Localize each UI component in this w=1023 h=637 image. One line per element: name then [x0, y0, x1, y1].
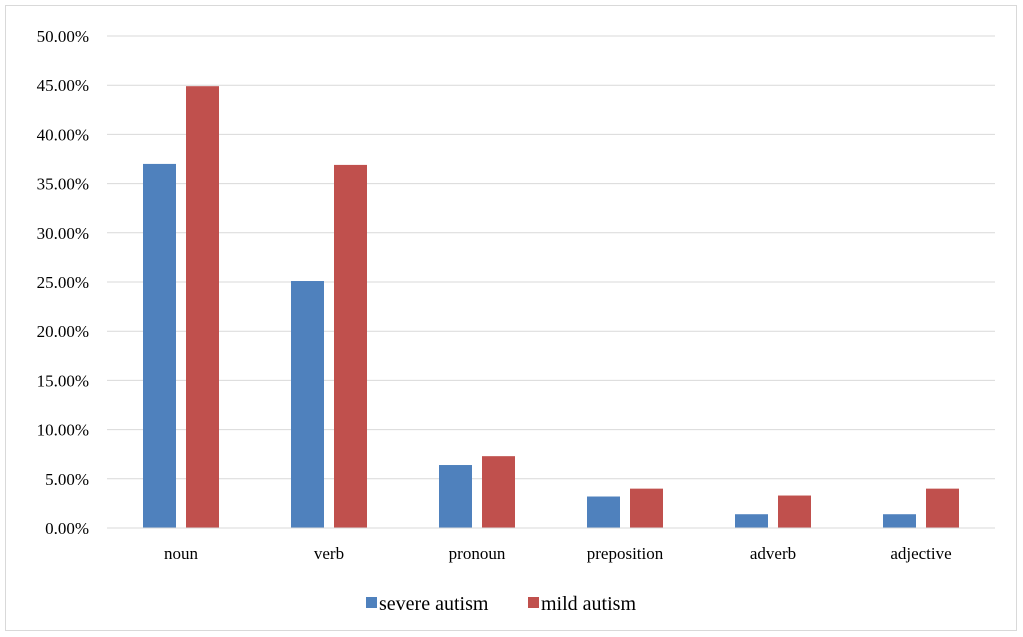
y-tick-label: 5.00%: [45, 470, 89, 489]
y-tick-label: 50.00%: [37, 27, 89, 46]
bar-severe-autism-pronoun: [439, 465, 472, 528]
x-tick-label: adverb: [750, 544, 796, 563]
bar-mild-autism-noun: [186, 86, 219, 529]
y-tick-label: 40.00%: [37, 125, 89, 144]
x-tick-label: verb: [314, 544, 344, 563]
legend-label: severe autism: [379, 593, 489, 615]
y-axis-ticks: 0.00% 5.00% 10.00% 15.00% 20.00% 25.00% 30.00%…: [37, 27, 89, 538]
x-axis-ticks: noun verb pronoun preposition adverb adjectiv…: [164, 544, 952, 563]
bar-mild-autism-preposition: [630, 488, 663, 528]
legend-swatch: [366, 597, 377, 608]
y-tick-label: 10.00%: [37, 421, 89, 440]
y-tick-label: 0.00%: [45, 519, 89, 538]
y-tick-label: 30.00%: [37, 224, 89, 243]
bar-severe-autism-verb: [291, 281, 324, 528]
y-tick-label: 20.00%: [37, 322, 89, 341]
bar-severe-autism-adjective: [883, 514, 916, 528]
legend-label: mild autism: [541, 593, 636, 615]
bars: [143, 86, 959, 529]
x-tick-label: preposition: [587, 544, 664, 563]
y-tick-label: 35.00%: [37, 175, 89, 194]
x-tick-label: pronoun: [449, 544, 506, 563]
legend: severe autism mild autism: [366, 593, 636, 615]
gridlines: [107, 35, 995, 480]
bar-mild-autism-adjective: [926, 488, 959, 528]
y-tick-label: 15.00%: [37, 371, 89, 390]
bar-severe-autism-preposition: [587, 496, 620, 528]
bar-mild-autism-adverb: [778, 495, 811, 528]
y-tick-label: 45.00%: [37, 76, 89, 95]
bar-mild-autism-pronoun: [482, 456, 515, 528]
bar-severe-autism-adverb: [735, 514, 768, 528]
x-tick-label: noun: [164, 544, 199, 563]
x-tick-label: adjective: [890, 544, 951, 563]
bar-mild-autism-verb: [334, 164, 367, 529]
bar-severe-autism-noun: [143, 163, 176, 529]
y-tick-label: 25.00%: [37, 273, 89, 292]
legend-swatch: [528, 597, 539, 608]
